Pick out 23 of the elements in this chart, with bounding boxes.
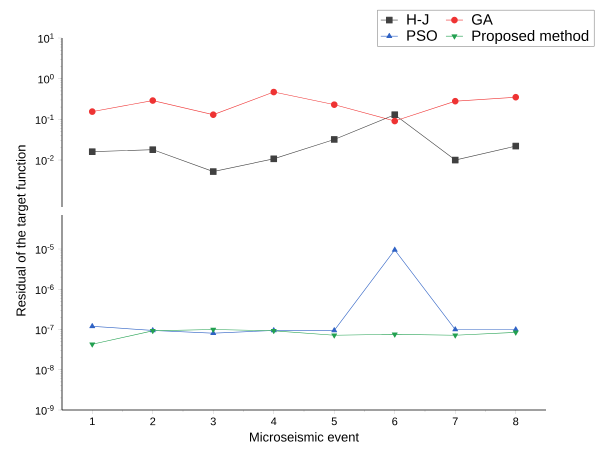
y-axis-title: Residual of the target function: [16, 145, 28, 316]
y-tick-label: 10$^{1}$: [38, 33, 54, 43]
x-axis-title: Microseismic event: [250, 432, 359, 442]
y-tick-label: 10$^{-5}$: [36, 244, 54, 254]
y-tick-label: 10$^{-1}$: [36, 114, 54, 124]
legend-label: Proposed method: [472, 30, 588, 44]
legend-label: H-J: [407, 14, 428, 25]
x-tick-label: 4: [270, 418, 276, 426]
x-tick-label: 7: [452, 418, 458, 426]
y-tick-label: 10$^{-9}$: [36, 405, 54, 415]
legend-label: PSO: [407, 30, 437, 41]
x-tick-label: 3: [210, 418, 216, 426]
x-tick-label: 6: [392, 418, 398, 426]
x-tick-label: 2: [150, 418, 156, 426]
x-tick-label: 1: [90, 418, 95, 426]
x-tick-label: 5: [332, 418, 337, 426]
y-tick-label: 10$^{-2}$: [36, 155, 54, 165]
legend-label: GA: [472, 14, 493, 25]
x-tick-label: 8: [513, 418, 518, 426]
y-tick-label: 10$^{0}$: [38, 74, 54, 84]
y-tick-label: 10$^{-7}$: [36, 324, 54, 334]
y-tick-label: 10$^{-6}$: [36, 284, 54, 294]
y-tick-label: 10$^{-8}$: [36, 365, 54, 374]
